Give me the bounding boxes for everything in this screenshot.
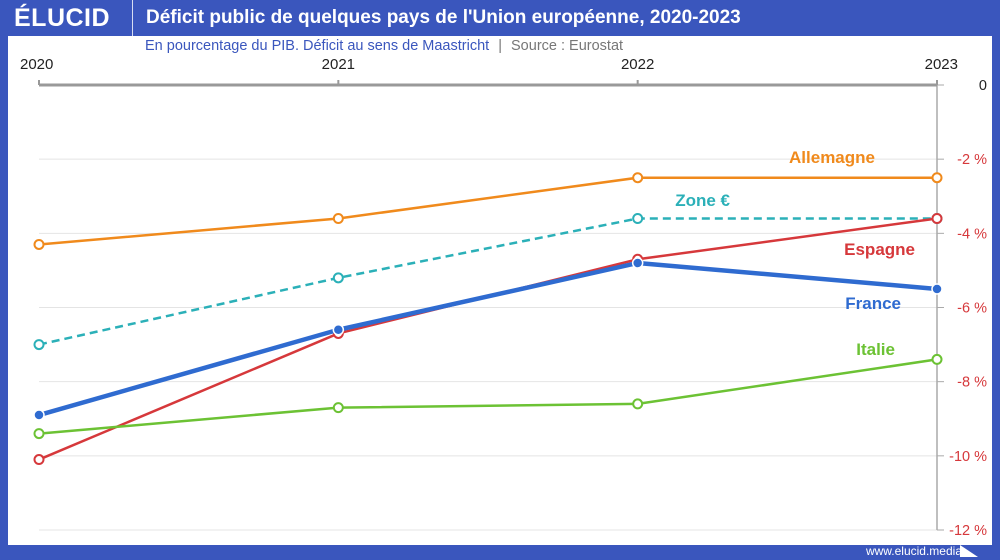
source-text: Source : Eurostat [511, 38, 624, 54]
subtitle-separator: | [498, 38, 502, 54]
y-tick-label: -8 % [957, 375, 987, 391]
series-label: Italie [856, 340, 895, 359]
data-point [33, 428, 45, 440]
data-point [33, 238, 45, 250]
x-tick-label: 2022 [621, 56, 654, 73]
data-point [332, 324, 345, 336]
x-tick-label: 2020 [20, 56, 53, 73]
series-line-1 [38, 217, 937, 346]
series-label: Zone € [675, 191, 730, 210]
data-point [931, 213, 943, 224]
logo: ÉLUCID [14, 4, 111, 32]
series-line-2 [38, 217, 938, 461]
x-tick-label: 2021 [322, 56, 355, 73]
x-tick-label: 2023 [925, 56, 958, 73]
y-tick-label: -10 % [949, 449, 987, 465]
data-point [332, 213, 344, 224]
chart-title: Déficit public de quelques pays de l'Uni… [146, 7, 741, 28]
data-point [33, 409, 45, 421]
data-point [33, 339, 45, 351]
y-tick-label: -2 % [957, 152, 987, 168]
subtitle-text: En pourcentage du PIB. Déficit au sens d… [145, 38, 490, 54]
y-tick-label: -4 % [957, 226, 987, 242]
series-label: Allemagne [789, 148, 875, 167]
chart-panel [8, 36, 992, 545]
y-tick-label: -6 % [957, 301, 987, 317]
elucid-flag-icon [960, 545, 978, 557]
footer-url[interactable]: www.elucid.media [865, 544, 962, 558]
series-label: Espagne [844, 240, 915, 259]
header: ÉLUCID Déficit public de quelques pays d… [0, 0, 1000, 36]
data-point [931, 283, 943, 295]
data-point [931, 353, 943, 365]
header-divider [132, 0, 133, 36]
data-point [332, 272, 344, 284]
data-point [332, 402, 344, 414]
data-point [33, 454, 45, 466]
y-tick-label: 0 [979, 78, 987, 94]
data-point [631, 257, 644, 269]
data-point [931, 172, 943, 184]
series-line-4 [38, 358, 938, 435]
data-point [632, 172, 644, 184]
series-label: France [845, 294, 901, 313]
series-line-0 [38, 176, 937, 246]
data-point [632, 398, 644, 410]
chart-subtitle: En pourcentage du PIB. Déficit au sens d… [145, 38, 623, 54]
data-point [632, 213, 644, 224]
series-line-3 [38, 260, 938, 418]
y-tick-label: -12 % [949, 523, 987, 539]
